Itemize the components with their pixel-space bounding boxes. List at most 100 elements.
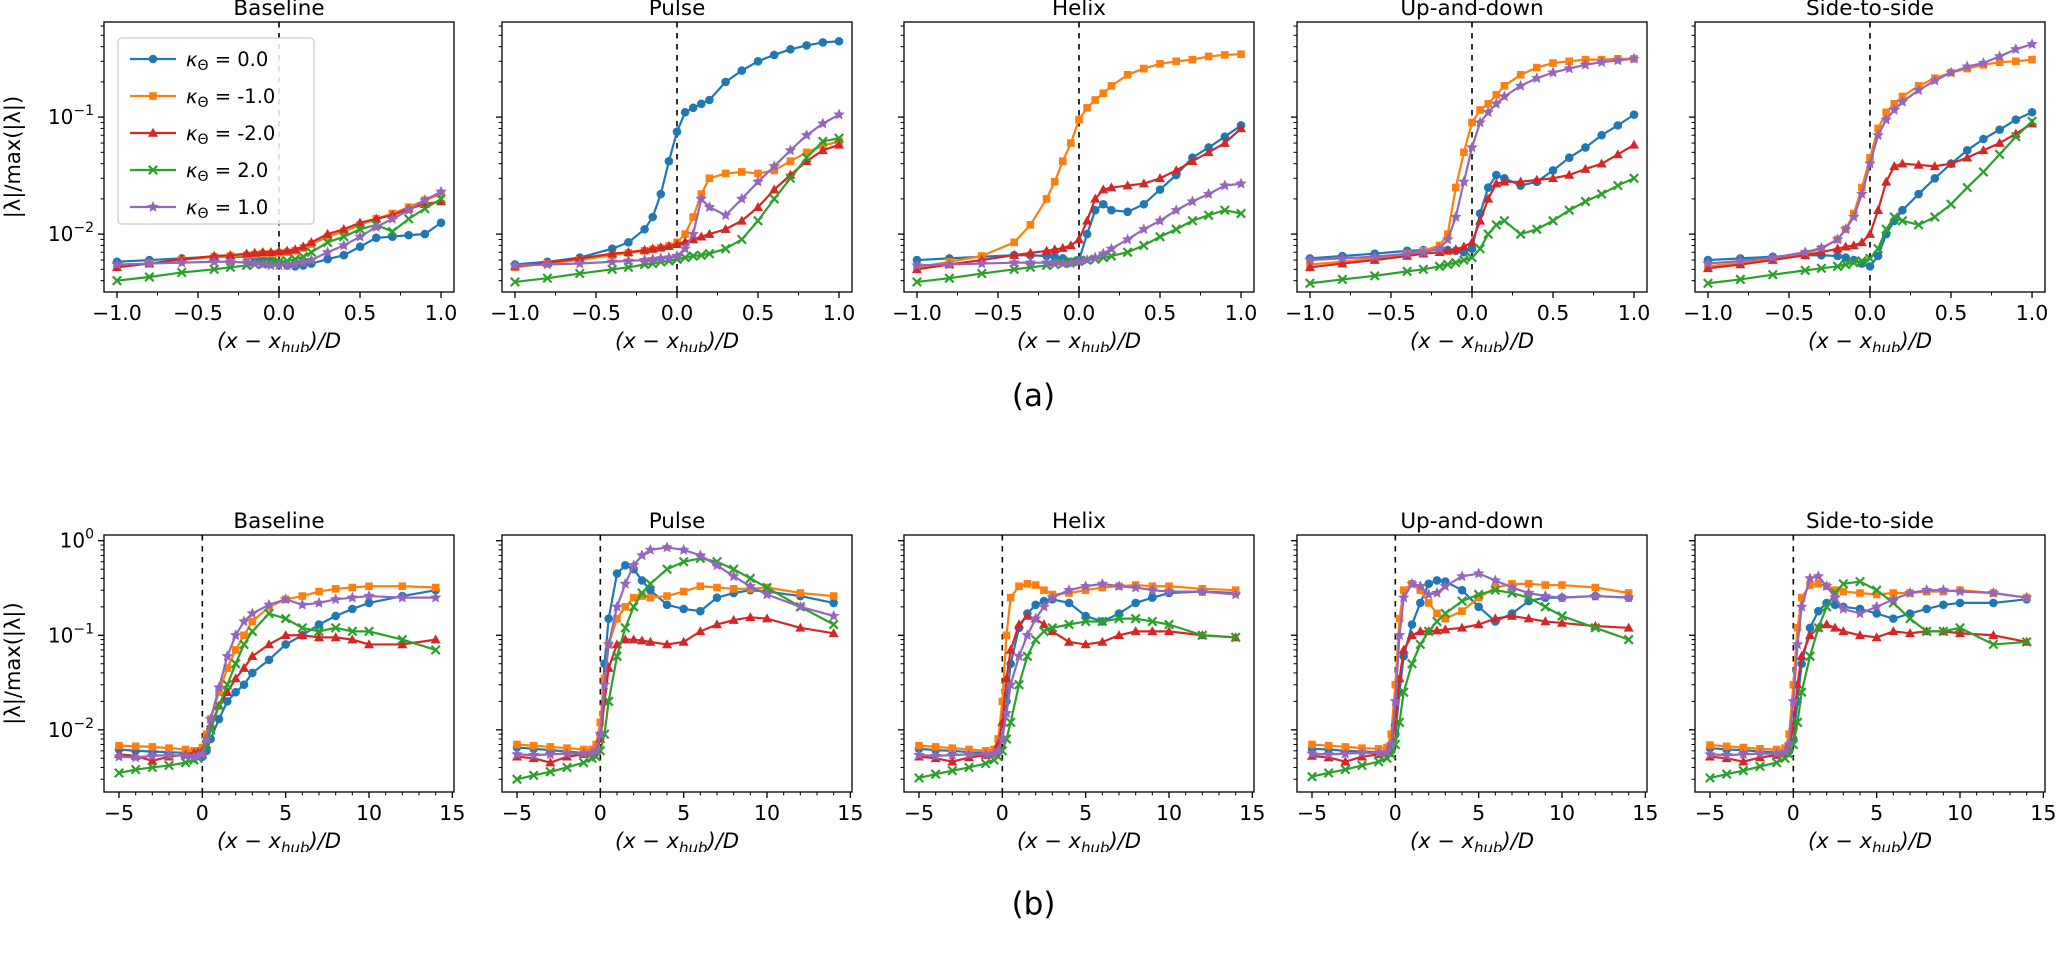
marker-star	[1622, 591, 1635, 603]
marker-star	[179, 749, 192, 761]
panel-title: Helix	[1052, 0, 1106, 21]
marker-triangle	[225, 250, 236, 260]
marker-triangle	[1838, 626, 1849, 636]
marker-star	[1831, 233, 1844, 245]
marker-x	[1856, 255, 1867, 266]
marker-square	[1188, 55, 1197, 64]
series-line	[516, 585, 834, 751]
marker-x	[148, 165, 158, 175]
series-markers	[111, 185, 447, 271]
marker-x	[680, 252, 691, 263]
marker-star	[1304, 254, 1316, 265]
marker-square	[1484, 99, 1493, 108]
marker-x	[1881, 224, 1892, 235]
marker-x	[1022, 651, 1033, 662]
marker-triangle	[257, 247, 268, 257]
marker-star	[200, 732, 213, 744]
marker-x	[1407, 658, 1417, 669]
marker-square	[948, 744, 957, 752]
marker-square	[1123, 70, 1132, 79]
marker-triangle	[1564, 169, 1575, 179]
marker-square	[915, 741, 923, 750]
marker-square	[1424, 599, 1433, 607]
marker-circle	[1220, 132, 1230, 142]
marker-x	[1855, 576, 1865, 587]
marker-square	[1010, 238, 1018, 247]
legend-label: κΘ = 0.0	[186, 48, 268, 74]
marker-square	[1549, 59, 1557, 67]
panel-b-up-and-down: Up-and-down −5 0 5 10 15 (x − xhub)/D	[1291, 510, 1658, 852]
x-tick-label: −1.0	[1683, 301, 1733, 325]
marker-star	[992, 744, 1004, 756]
marker-triangle	[274, 246, 284, 256]
marker-square	[1789, 680, 1798, 689]
x-tick-label: −5	[1297, 801, 1327, 825]
marker-circle	[281, 640, 290, 649]
marker-star	[363, 590, 375, 601]
marker-star	[744, 580, 757, 592]
y-axis-label: |λ|/max(|λ|)	[1, 602, 26, 724]
marker-square	[1002, 631, 1011, 640]
marker-circle	[1483, 183, 1493, 192]
marker-circle	[1889, 614, 1898, 623]
marker-square	[1722, 742, 1731, 751]
marker-x	[1946, 199, 1956, 210]
marker-triangle	[1988, 630, 1999, 640]
marker-star	[196, 748, 209, 760]
marker-triangle	[712, 619, 722, 629]
marker-x	[1047, 622, 1058, 633]
marker-star	[979, 748, 992, 760]
marker-triangle	[1039, 619, 1049, 629]
marker-triangle	[1130, 626, 1141, 636]
marker-triangle	[1337, 258, 1348, 268]
marker-x	[1897, 215, 1908, 226]
panel-title: Side-to-side	[1806, 510, 1934, 534]
marker-triangle	[239, 662, 249, 672]
marker-star	[976, 257, 988, 269]
marker-x	[1434, 261, 1445, 272]
series	[115, 582, 440, 755]
marker-x	[1612, 180, 1623, 191]
marker-star	[594, 728, 607, 740]
marker-star	[1937, 584, 1950, 596]
marker-star	[1945, 66, 1957, 78]
marker-circle	[829, 598, 838, 608]
series	[1705, 595, 2031, 758]
caption-b: (b)	[1011, 886, 1056, 922]
marker-square	[1814, 580, 1823, 588]
marker-square	[1156, 60, 1164, 68]
marker-x	[1557, 611, 1567, 621]
marker-star	[590, 744, 602, 756]
series-markers	[913, 577, 1242, 761]
marker-square	[1524, 580, 1533, 588]
marker-circle	[612, 569, 622, 578]
series-line	[1709, 623, 2027, 763]
marker-square	[1872, 590, 1881, 599]
marker-star	[913, 749, 925, 760]
marker-star	[1013, 650, 1025, 662]
marker-circle	[1082, 229, 1092, 239]
marker-square	[2012, 57, 2020, 66]
marker-circle	[404, 230, 413, 240]
series-line	[1311, 582, 1629, 750]
marker-star	[146, 749, 159, 761]
series-line	[1311, 572, 1629, 756]
x-axis-label: (x − xhub)/D	[1410, 329, 1534, 352]
marker-star	[1089, 251, 1101, 263]
marker-triangle	[1155, 173, 1166, 183]
marker-x	[1230, 632, 1241, 643]
marker-circle	[1123, 207, 1132, 217]
marker-x	[1197, 630, 1208, 641]
series	[911, 123, 1247, 274]
marker-square	[696, 582, 705, 591]
series-markers	[509, 108, 845, 271]
marker-triangle	[1074, 234, 1084, 244]
marker-square	[1107, 82, 1116, 90]
marker-square	[1591, 583, 1600, 592]
marker-x	[1164, 619, 1174, 630]
marker-square	[1874, 124, 1882, 133]
marker-x	[347, 626, 358, 637]
marker-square	[663, 592, 671, 600]
series-line	[1311, 579, 1629, 755]
marker-star	[1339, 747, 1352, 759]
